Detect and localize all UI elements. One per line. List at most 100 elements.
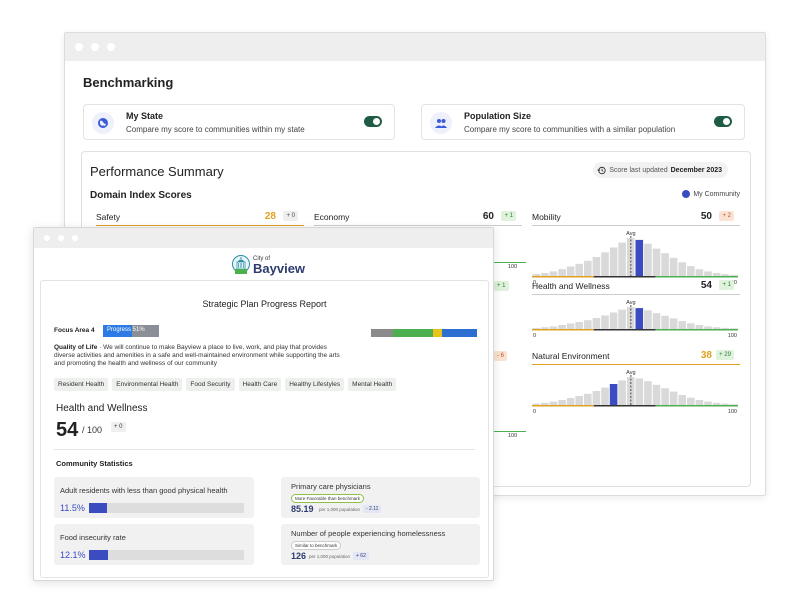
histogram-bar bbox=[601, 315, 609, 329]
health-wellness-score: 54 bbox=[56, 419, 79, 441]
window-dot[interactable] bbox=[58, 235, 64, 241]
histogram-bar bbox=[584, 393, 592, 405]
histogram-bar bbox=[549, 271, 558, 276]
axis-max-label: 100 bbox=[728, 409, 737, 415]
logo-name-text: Bayview bbox=[253, 260, 306, 276]
population-size-label: Population Size bbox=[464, 111, 532, 121]
stat-label: Primary care physicians bbox=[291, 482, 371, 491]
histogram-bar bbox=[721, 403, 729, 405]
histogram-bar bbox=[541, 273, 549, 276]
population-size-toggle[interactable] bbox=[714, 116, 732, 127]
axis-min-label: 0 bbox=[533, 333, 536, 339]
stat-label: Number of people experiencing homelessne… bbox=[291, 529, 446, 538]
histogram-bar bbox=[635, 378, 644, 405]
stat-label: Adult residents with less than good phys… bbox=[60, 486, 228, 495]
population-size-card[interactable]: Population Size Compare my score to comm… bbox=[421, 104, 745, 140]
my-state-toggle[interactable] bbox=[364, 116, 382, 127]
histogram-bar bbox=[566, 323, 575, 329]
axis-line bbox=[492, 431, 526, 432]
divider bbox=[54, 449, 475, 450]
window-titlebar bbox=[65, 33, 765, 61]
axis-min-label: 0 bbox=[533, 409, 536, 415]
histogram-bar bbox=[721, 274, 729, 276]
window-dot[interactable] bbox=[72, 235, 78, 241]
health-wellness-title: Health and Wellness bbox=[56, 403, 148, 414]
histogram-bar bbox=[558, 400, 566, 405]
histogram-bar bbox=[669, 318, 678, 329]
domain-change: + 0 bbox=[283, 211, 298, 221]
legend-label: My Community bbox=[693, 190, 740, 198]
domain-underline bbox=[532, 225, 740, 226]
histogram-bar bbox=[678, 262, 686, 276]
city-logo: City of Bayview bbox=[232, 252, 305, 278]
stat-delta: + 62 bbox=[353, 552, 369, 560]
domain-score: 28 bbox=[264, 211, 276, 222]
histogram-bar bbox=[669, 257, 678, 276]
stat-card[interactable]: Primary care physicians More Favorable t… bbox=[281, 477, 480, 518]
segment bbox=[371, 329, 393, 337]
histogram-bar bbox=[695, 269, 704, 276]
histogram-bar bbox=[592, 257, 601, 276]
histogram-bar bbox=[652, 248, 661, 276]
performance-summary-title: Performance Summary bbox=[90, 164, 224, 179]
score-updated-badge: Score last updated December 2023 bbox=[593, 162, 728, 178]
histogram-bar bbox=[669, 391, 678, 405]
tag-chip[interactable]: Mental Health bbox=[348, 378, 397, 391]
stat-bar-fill bbox=[89, 503, 107, 513]
window-dot[interactable] bbox=[75, 43, 83, 51]
stat-unit: per 1,000 population bbox=[319, 507, 361, 512]
stat-label: Food insecurity rate bbox=[60, 533, 126, 542]
histogram-bar bbox=[584, 320, 592, 329]
histogram-bar bbox=[609, 312, 618, 329]
domain-change: + 1 bbox=[494, 281, 509, 291]
domain-change: + 29 bbox=[716, 350, 734, 360]
segment bbox=[433, 329, 442, 337]
histogram-bar bbox=[541, 402, 549, 405]
my-state-card[interactable]: My State Compare my score to communities… bbox=[83, 104, 395, 140]
people-icon bbox=[430, 112, 452, 134]
histogram-bar bbox=[601, 252, 609, 276]
histogram-bar bbox=[729, 404, 738, 405]
histogram-bar bbox=[695, 400, 704, 405]
average-label: Avg bbox=[626, 370, 635, 376]
histogram-bar bbox=[687, 266, 695, 276]
progress-label: Progress 51% bbox=[107, 327, 145, 333]
legend: My Community bbox=[682, 190, 740, 198]
stat-bar bbox=[89, 550, 244, 560]
domain-underline bbox=[96, 225, 304, 226]
score-updated-date: December 2023 bbox=[670, 166, 722, 174]
tag-chip[interactable]: Health Care bbox=[238, 378, 282, 391]
tag-chip[interactable]: Healthy Lifestyles bbox=[285, 378, 345, 391]
axis-segment bbox=[532, 276, 594, 278]
domain-score: 60 bbox=[482, 211, 494, 222]
domain-label: Economy bbox=[314, 212, 350, 222]
stat-card[interactable]: Adult residents with less than good phys… bbox=[54, 477, 254, 518]
stat-value: 85.19 bbox=[291, 504, 314, 514]
tag-chip[interactable]: Environmental Health bbox=[112, 378, 183, 391]
tag-chip[interactable]: Resident Health bbox=[54, 378, 109, 391]
benchmark-pill: More Favorable than benchmark bbox=[291, 494, 365, 503]
histogram-bar bbox=[687, 397, 695, 405]
histogram-bar bbox=[704, 401, 712, 405]
histogram-bar bbox=[549, 326, 558, 329]
domain-underline bbox=[532, 364, 740, 365]
histogram-bar bbox=[626, 307, 635, 329]
domain-label: Safety bbox=[96, 212, 121, 222]
domain-index-title: Domain Index Scores bbox=[90, 190, 192, 201]
distribution-chart: Avg 0 100 bbox=[532, 370, 738, 415]
domain-underline bbox=[314, 225, 522, 226]
health-wellness-change: + 0 bbox=[111, 422, 126, 432]
histogram-bar bbox=[712, 273, 721, 276]
axis-line bbox=[492, 262, 526, 263]
window-dot[interactable] bbox=[44, 235, 50, 241]
stat-card[interactable]: Food insecurity rate 12.1% bbox=[54, 524, 254, 565]
histogram-bar bbox=[618, 242, 626, 276]
axis-max-label: 100 bbox=[508, 264, 518, 270]
window-dot[interactable] bbox=[91, 43, 99, 51]
window-dot[interactable] bbox=[107, 43, 115, 51]
my-community-bar bbox=[635, 308, 644, 329]
stat-card[interactable]: Number of people experiencing homelessne… bbox=[281, 524, 480, 565]
histogram-bar bbox=[652, 313, 661, 329]
tag-chip[interactable]: Food Security bbox=[186, 378, 235, 391]
histogram-bar bbox=[644, 243, 652, 276]
